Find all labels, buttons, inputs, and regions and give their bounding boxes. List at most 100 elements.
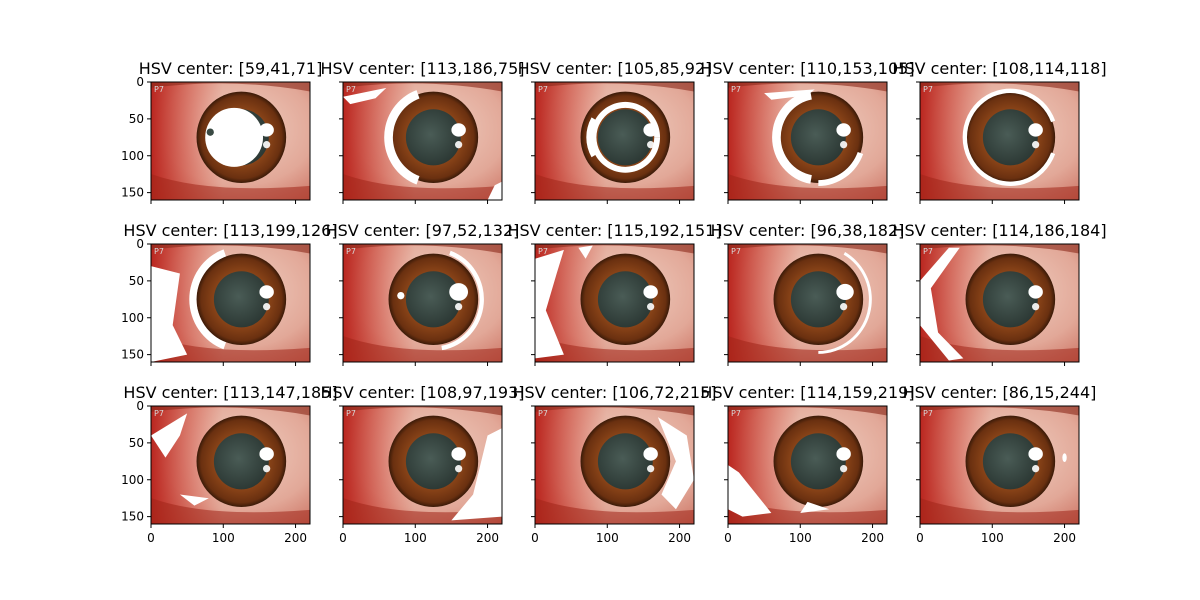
- panel: P7 HSV center: [114,186,184]: [892, 221, 1107, 366]
- mask-region: [343, 87, 387, 105]
- corneal-reflection: [836, 123, 851, 137]
- y-tick-label: 100: [121, 149, 144, 163]
- panel-image: P7: [728, 244, 887, 362]
- x-tick-label: 0: [916, 531, 924, 545]
- x-tick-label: 200: [1053, 531, 1076, 545]
- panel-image: P7: [343, 82, 502, 200]
- panel-title: HSV center: [86,15,244]: [903, 383, 1097, 402]
- panel-title: HSV center: [108,97,193]: [321, 383, 525, 402]
- pupil: [213, 433, 269, 490]
- corner-label: P7: [923, 247, 933, 256]
- upper-lid: [343, 82, 502, 92]
- panel-image: P7: [535, 406, 694, 524]
- mask-region: [657, 417, 694, 510]
- corner-label: P7: [154, 409, 164, 418]
- panel-image: P7: [343, 406, 502, 524]
- mask-region: [151, 413, 188, 458]
- panel-title: HSV center: [115,192,151]: [507, 221, 721, 240]
- panel: P7 HSV center: [106,72,215] 0 100 200: [513, 383, 717, 545]
- corneal-reflection-small: [455, 465, 463, 473]
- axes-frame: [534, 405, 695, 525]
- mask-region: [1062, 453, 1067, 463]
- y-tick-label: 50: [129, 436, 144, 450]
- axes-frame: [727, 243, 888, 363]
- panel: P7 HSV center: [105,85,92]: [518, 59, 712, 204]
- pupil: [597, 109, 653, 166]
- panel-image: P7: [920, 406, 1079, 524]
- axes-frame: [919, 405, 1080, 525]
- lower-lid: [535, 498, 694, 524]
- upper-lid: [343, 406, 502, 416]
- upper-lid: [728, 406, 887, 416]
- axes-frame: [150, 243, 311, 363]
- upper-lid: [535, 244, 694, 254]
- lower-lid: [343, 174, 502, 200]
- corner-label: P7: [731, 409, 741, 418]
- upper-lid: [535, 82, 694, 92]
- mask-region: [920, 247, 964, 361]
- mask-region: [586, 117, 597, 158]
- mask-region: [578, 245, 593, 259]
- x-tick-label: 100: [596, 531, 619, 545]
- x-tick-label: 0: [147, 531, 155, 545]
- corner-label: P7: [923, 85, 933, 94]
- mask-region: [764, 89, 815, 100]
- lower-lid: [535, 174, 694, 200]
- mask-region: [451, 428, 502, 521]
- x-tick-label: 200: [668, 531, 691, 545]
- corner-label: P7: [538, 85, 548, 94]
- mask-region: [836, 283, 854, 301]
- corneal-reflection: [259, 285, 274, 299]
- upper-lid: [151, 406, 310, 416]
- x-tick-label: 100: [404, 531, 427, 545]
- upper-lid: [343, 244, 502, 254]
- panel: P7 HSV center: [59,41,71]0 50 100 150: [121, 59, 322, 204]
- y-tick-label: 0: [136, 237, 144, 251]
- corner-label: P7: [538, 409, 548, 418]
- panel: P7 HSV center: [113,199,126]0 50 100 150: [121, 221, 338, 366]
- corneal-reflection-small: [263, 303, 271, 311]
- mask-region: [800, 501, 830, 513]
- mask-region: [772, 90, 812, 184]
- y-tick-label: 0: [136, 75, 144, 89]
- corneal-reflection: [836, 447, 851, 461]
- x-tick-label: 100: [789, 531, 812, 545]
- corner-label: P7: [731, 85, 741, 94]
- y-tick-label: 100: [121, 473, 144, 487]
- panel-title: HSV center: [106,72,215]: [513, 383, 717, 402]
- panel-title: HSV center: [96,38,182]: [711, 221, 905, 240]
- panel-title: HSV center: [113,186,75]: [321, 59, 525, 78]
- panel-image: P7: [535, 244, 694, 362]
- panel-title: HSV center: [97,52,132]: [326, 221, 520, 240]
- panel-title: HSV center: [105,85,92]: [518, 59, 712, 78]
- lower-lid: [920, 498, 1079, 524]
- pupil: [597, 271, 653, 328]
- corneal-reflection-small: [263, 465, 271, 473]
- pupil: [982, 109, 1038, 166]
- corneal-reflection: [259, 123, 274, 137]
- lower-lid: [151, 498, 310, 524]
- y-tick-label: 150: [121, 186, 144, 200]
- corner-label: P7: [154, 247, 164, 256]
- corneal-reflection: [1028, 123, 1043, 137]
- lower-lid: [728, 174, 887, 200]
- panel: P7 HSV center: [113,186,75]: [321, 59, 525, 204]
- panel-image: P7: [920, 244, 1079, 362]
- panel-image: P7: [151, 406, 310, 524]
- mask-region: [397, 291, 405, 300]
- upper-lid: [920, 244, 1079, 254]
- mask-region: [1029, 448, 1042, 460]
- mask-region: [818, 151, 864, 186]
- panel: P7 HSV center: [108,114,118]: [892, 59, 1107, 204]
- x-tick-label: 100: [212, 531, 235, 545]
- mask-region: [151, 266, 188, 362]
- panel-image: P7: [728, 406, 887, 524]
- panel-title: HSV center: [113,147,185]: [123, 383, 337, 402]
- corneal-reflection-small: [647, 141, 655, 149]
- panel-title: HSV center: [110,153,105]: [700, 59, 914, 78]
- pupil: [790, 271, 846, 328]
- axes-frame: [342, 81, 503, 201]
- y-tick-label: 100: [121, 311, 144, 325]
- upper-lid: [151, 244, 310, 254]
